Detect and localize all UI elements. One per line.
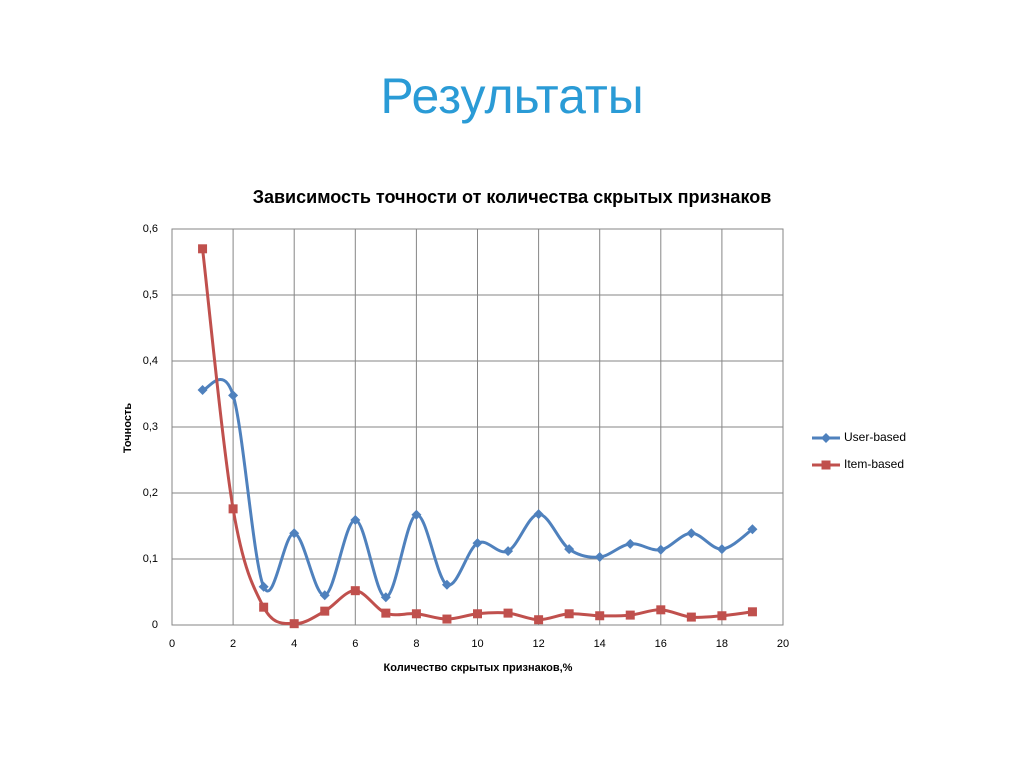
y-tick-label: 0,6 xyxy=(143,223,158,235)
marker xyxy=(197,385,208,396)
x-tick-label: 8 xyxy=(413,638,419,650)
marker xyxy=(350,586,360,596)
marker xyxy=(472,538,483,549)
y-tick-label: 0,5 xyxy=(143,289,158,301)
x-tick-label: 12 xyxy=(532,638,544,650)
marker xyxy=(411,509,422,520)
marker xyxy=(259,602,269,612)
x-tick-label: 16 xyxy=(655,638,667,650)
marker xyxy=(380,592,391,603)
legend-label: Item-based xyxy=(844,457,904,471)
marker xyxy=(533,509,544,520)
marker xyxy=(473,609,482,619)
marker xyxy=(656,605,666,615)
x-tick-label: 4 xyxy=(291,638,297,650)
marker xyxy=(686,612,696,622)
marker xyxy=(228,390,239,401)
y-tick-label: 0,3 xyxy=(143,421,158,433)
marker xyxy=(625,610,635,620)
slide-title: Результаты xyxy=(380,68,643,124)
marker xyxy=(686,528,697,539)
marker xyxy=(441,579,452,590)
chart-title: Зависимость точности от количества скрыт… xyxy=(253,187,772,207)
marker xyxy=(821,433,831,443)
marker xyxy=(595,611,605,621)
marker xyxy=(625,538,636,549)
x-tick-label: 20 xyxy=(777,638,789,650)
marker xyxy=(319,590,330,601)
x-tick-label: 10 xyxy=(471,638,483,650)
marker xyxy=(350,515,361,526)
x-tick-label: 0 xyxy=(169,638,175,650)
marker xyxy=(289,619,299,629)
y-tick-label: 0,4 xyxy=(143,355,158,367)
marker xyxy=(564,544,575,555)
x-tick-label: 2 xyxy=(230,638,236,650)
y-tick-label: 0,1 xyxy=(143,553,158,565)
marker xyxy=(747,524,758,535)
x-tick-label: 14 xyxy=(594,638,606,650)
marker xyxy=(198,244,208,254)
marker xyxy=(821,460,831,470)
marker xyxy=(564,609,574,619)
x-tick-label: 18 xyxy=(716,638,728,650)
marker xyxy=(381,608,391,618)
marker xyxy=(503,546,514,557)
marker xyxy=(320,606,330,616)
y-tick-label: 0 xyxy=(152,619,158,631)
legend-label: User-based xyxy=(844,430,906,444)
marker xyxy=(747,607,757,617)
marker xyxy=(534,615,544,625)
marker xyxy=(411,609,421,619)
plot-border xyxy=(171,228,784,626)
y-axis-label: Точность xyxy=(122,403,134,454)
marker xyxy=(289,528,300,539)
marker xyxy=(258,581,269,592)
x-axis-label: Количество скрытых признаков,% xyxy=(384,662,573,674)
marker xyxy=(716,544,727,555)
marker xyxy=(655,544,666,555)
y-tick-label: 0,2 xyxy=(143,487,158,499)
marker xyxy=(717,611,727,621)
marker xyxy=(442,614,452,624)
marker xyxy=(594,552,605,563)
x-tick-label: 6 xyxy=(352,638,358,650)
marker xyxy=(503,608,513,618)
marker xyxy=(228,504,238,514)
